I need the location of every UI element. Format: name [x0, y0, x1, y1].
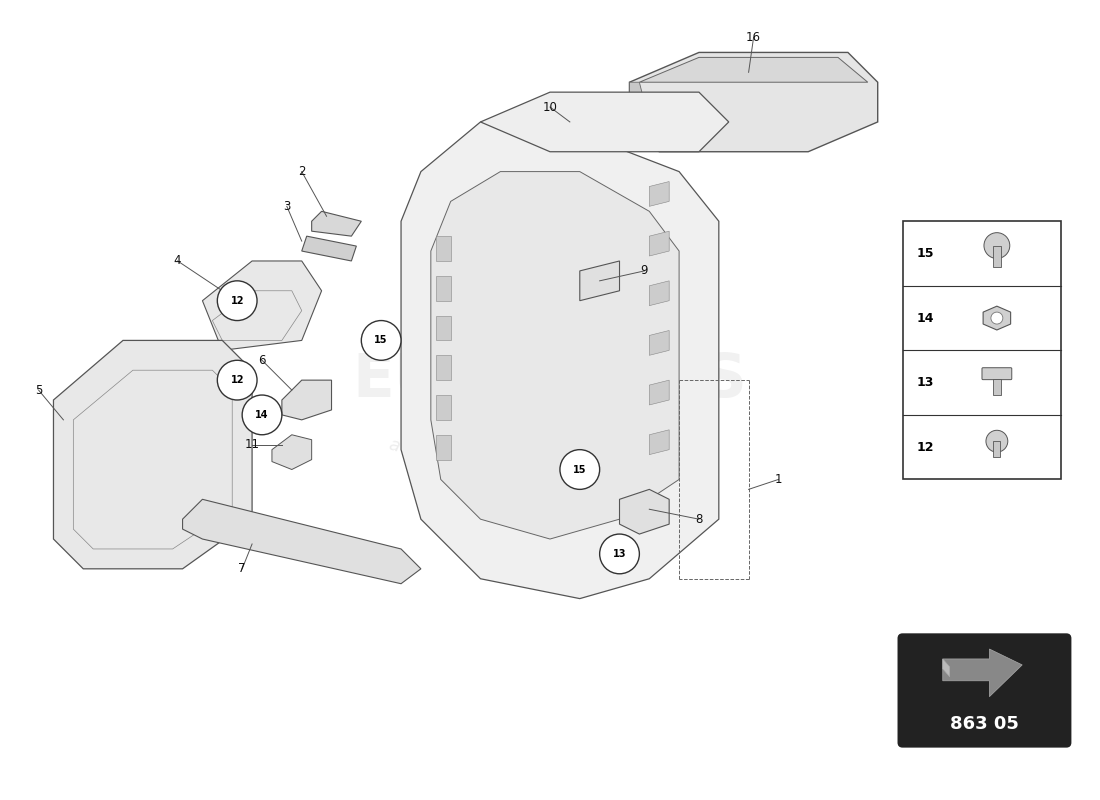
Polygon shape: [436, 355, 451, 380]
Polygon shape: [282, 380, 331, 420]
Text: 13: 13: [613, 549, 626, 559]
Text: 11: 11: [244, 438, 260, 451]
Polygon shape: [301, 236, 356, 261]
Text: 4: 4: [174, 254, 182, 267]
Text: 10: 10: [542, 101, 558, 114]
Polygon shape: [629, 53, 878, 152]
Circle shape: [361, 321, 402, 360]
Text: 2: 2: [298, 165, 306, 178]
Polygon shape: [649, 281, 669, 306]
Text: a passion for parts since 1985: a passion for parts since 1985: [386, 435, 653, 523]
Polygon shape: [183, 499, 421, 584]
Polygon shape: [54, 341, 252, 569]
Text: 6: 6: [258, 354, 266, 366]
Text: 13: 13: [916, 376, 934, 389]
Polygon shape: [311, 211, 361, 236]
Text: 14: 14: [255, 410, 268, 420]
FancyBboxPatch shape: [899, 634, 1070, 746]
Text: EUROCOC'S: EUROCOC'S: [353, 350, 747, 410]
Polygon shape: [436, 236, 451, 261]
Polygon shape: [649, 380, 669, 405]
Polygon shape: [436, 315, 451, 341]
Text: 16: 16: [746, 31, 761, 44]
Polygon shape: [619, 490, 669, 534]
Text: 14: 14: [916, 311, 934, 325]
Polygon shape: [943, 649, 1022, 697]
Text: 15: 15: [916, 247, 934, 260]
Polygon shape: [580, 261, 619, 301]
Circle shape: [991, 312, 1003, 324]
Text: 7: 7: [239, 562, 246, 575]
Polygon shape: [202, 261, 321, 350]
Circle shape: [560, 450, 600, 490]
Text: 15: 15: [374, 335, 388, 346]
Polygon shape: [481, 92, 728, 152]
Circle shape: [218, 281, 257, 321]
FancyBboxPatch shape: [902, 222, 1062, 479]
Text: 5: 5: [35, 383, 42, 397]
Polygon shape: [272, 434, 311, 470]
Circle shape: [984, 233, 1010, 258]
Text: 12: 12: [230, 375, 244, 385]
Circle shape: [986, 430, 1008, 452]
Polygon shape: [649, 182, 669, 206]
FancyBboxPatch shape: [993, 442, 1000, 457]
Polygon shape: [436, 434, 451, 459]
Polygon shape: [649, 330, 669, 355]
Text: 15: 15: [573, 465, 586, 474]
FancyBboxPatch shape: [993, 378, 1001, 394]
Text: 9: 9: [640, 265, 648, 278]
Polygon shape: [943, 659, 949, 677]
Polygon shape: [402, 122, 718, 598]
FancyBboxPatch shape: [993, 246, 1001, 267]
Circle shape: [600, 534, 639, 574]
Text: 12: 12: [916, 441, 934, 454]
Polygon shape: [431, 171, 679, 539]
Polygon shape: [983, 306, 1011, 330]
Text: 1: 1: [774, 473, 782, 486]
Circle shape: [218, 360, 257, 400]
Polygon shape: [649, 231, 669, 256]
FancyBboxPatch shape: [982, 368, 1012, 380]
Polygon shape: [649, 430, 669, 454]
Polygon shape: [629, 82, 649, 122]
Polygon shape: [436, 276, 451, 301]
Text: 8: 8: [695, 513, 703, 526]
Polygon shape: [639, 58, 868, 82]
Circle shape: [242, 395, 282, 434]
Text: 12: 12: [230, 296, 244, 306]
Polygon shape: [436, 395, 451, 420]
Text: 3: 3: [283, 200, 290, 213]
Text: 863 05: 863 05: [950, 715, 1019, 733]
